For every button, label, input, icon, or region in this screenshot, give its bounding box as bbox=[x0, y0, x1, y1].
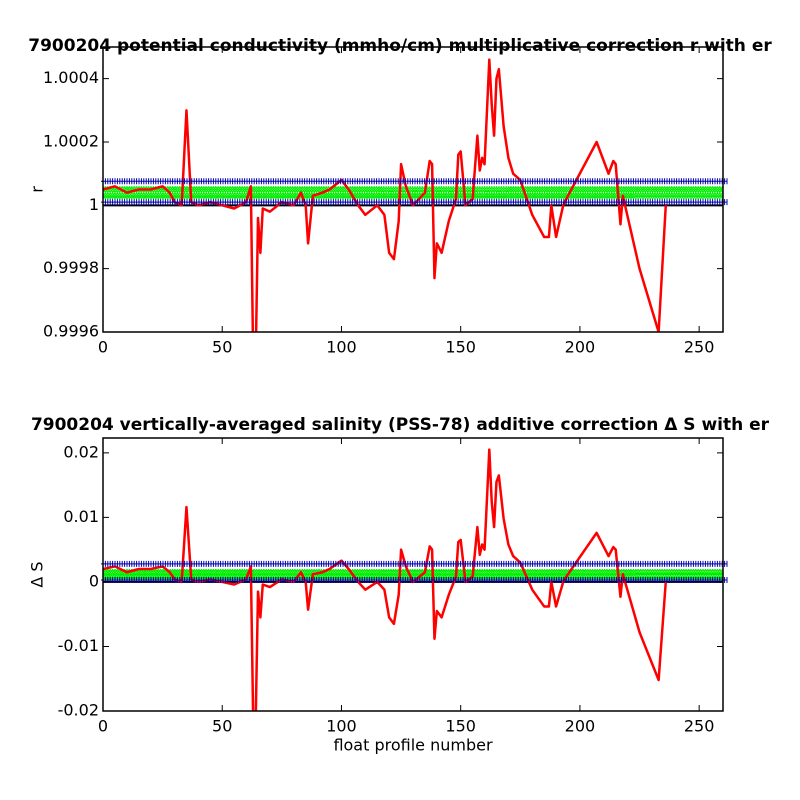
marker-row bbox=[103, 186, 723, 193]
y-tick-label: 0.01 bbox=[63, 507, 99, 526]
y-tick-label: 1.0002 bbox=[43, 132, 99, 151]
y-tick-label: -0.01 bbox=[58, 636, 99, 655]
x-tick-label: 50 bbox=[212, 338, 232, 357]
x-tick-label: 250 bbox=[684, 338, 715, 357]
marker-row bbox=[103, 573, 723, 581]
y-tick-label: 0 bbox=[89, 571, 99, 590]
x-tick-label: 200 bbox=[565, 338, 596, 357]
x-tick-label: 200 bbox=[565, 717, 596, 736]
x-tick-label: 250 bbox=[684, 717, 715, 736]
data-line bbox=[103, 58, 668, 332]
x-axis-label: float profile number bbox=[333, 736, 493, 755]
x-tick-label: 50 bbox=[212, 717, 232, 736]
x-tick-label: 150 bbox=[445, 338, 476, 357]
marker-row bbox=[103, 192, 723, 200]
data-line bbox=[103, 448, 668, 711]
x-tick-label: 0 bbox=[98, 338, 108, 357]
y-tick-label: -0.02 bbox=[58, 701, 99, 720]
x-tick-label: 0 bbox=[98, 717, 108, 736]
y-tick-label: 0.9998 bbox=[43, 258, 99, 277]
y-tick-label: 0.9996 bbox=[43, 322, 99, 341]
y-tick-label: 0.02 bbox=[63, 442, 99, 461]
axes-box bbox=[102, 437, 724, 712]
axes-box bbox=[102, 46, 724, 333]
plot-area bbox=[103, 58, 723, 332]
x-tick-label: 100 bbox=[326, 338, 357, 357]
y-tick-label: 1.0004 bbox=[43, 68, 99, 87]
x-tick-label: 100 bbox=[326, 717, 357, 736]
x-tick-label: 150 bbox=[445, 717, 476, 736]
y-axis-label: Δ S bbox=[28, 561, 47, 587]
y-tick-label: 1 bbox=[89, 195, 99, 214]
y-axis-label: r bbox=[28, 186, 47, 193]
chart-title: 7900204 potential conductivity (mmho/cm)… bbox=[28, 36, 772, 56]
chart-title: 7900204 vertically-averaged salinity (PS… bbox=[31, 415, 770, 435]
